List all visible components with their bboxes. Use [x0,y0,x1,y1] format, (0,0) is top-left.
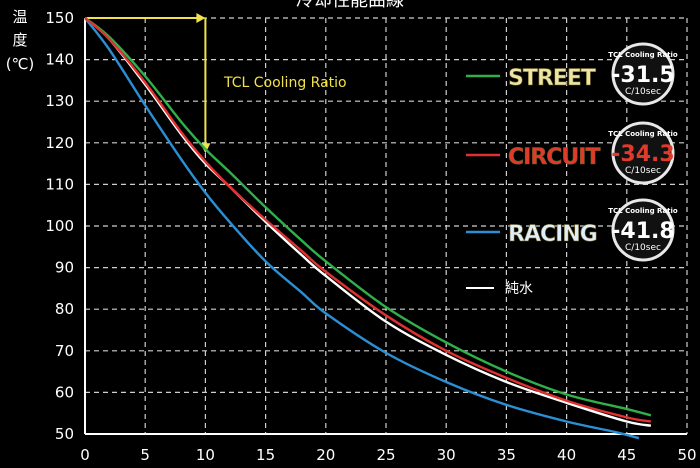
legend-label-3: 純水 [505,281,533,297]
badge-circle-1 [611,121,675,185]
y-tick-label: 70 [55,342,74,360]
x-tick-label: 20 [316,446,335,464]
badge-unit-2: C/10sec [625,243,661,253]
series-line-0 [84,17,652,417]
x-tick-label: 30 [437,446,456,464]
x-tick-label: 25 [376,446,395,464]
y-tick-label: 50 [55,425,74,443]
badge-unit-1: C/10sec [625,166,661,176]
y-tick-label: 150 [45,9,74,27]
badge-value-1: -34.3 [611,142,674,167]
x-tick-label: 5 [140,446,150,464]
x-tick-label: 40 [557,446,576,464]
x-tick-label: 15 [256,446,275,464]
badge-value-0: -31.5 [611,63,674,88]
y-tick-label: 110 [45,175,74,193]
series-line-2 [84,17,640,440]
legend-label-0: STREET [508,66,596,91]
y-tick-label: 80 [55,300,74,318]
y-axis-label: (℃) [6,55,35,73]
badge-circle-2 [611,198,675,262]
legend-label-1: CIRCUIT [508,145,600,170]
x-tick-label: 35 [497,446,516,464]
y-axis-label: 度 [12,31,27,49]
annotation-arrowhead-right [196,13,206,23]
badge-unit-0: C/10sec [625,87,661,97]
x-tick-label: 45 [617,446,636,464]
series-line-3 [84,17,652,427]
badge-value-2: -41.8 [611,219,674,244]
y-tick-label: 140 [45,51,74,69]
badge-title-2: TCL Cooling Ratio [608,207,678,215]
chart-title: 冷却性能曲線 [296,0,404,11]
y-axis-label: 温 [12,8,27,26]
y-tick-label: 130 [45,92,74,110]
badge-title-1: TCL Cooling Ratio [608,130,678,138]
y-tick-label: 120 [45,134,74,152]
x-tick-label: 10 [196,446,215,464]
x-tick-label: 0 [80,446,90,464]
annotation-label: TCL Cooling Ratio [223,75,347,91]
y-tick-label: 60 [55,383,74,401]
x-tick-label: 50 [677,446,696,464]
legend-label-2: RACING [508,222,597,247]
y-tick-label: 90 [55,259,74,277]
y-tick-label: 100 [45,217,74,235]
badge-circle-0 [611,42,675,106]
badge-title-0: TCL Cooling Ratio [608,51,678,59]
series-line-1 [84,17,652,423]
